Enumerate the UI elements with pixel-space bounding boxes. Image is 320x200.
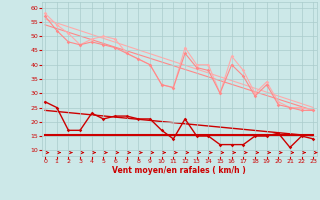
- X-axis label: Vent moyen/en rafales ( km/h ): Vent moyen/en rafales ( km/h ): [112, 166, 246, 175]
